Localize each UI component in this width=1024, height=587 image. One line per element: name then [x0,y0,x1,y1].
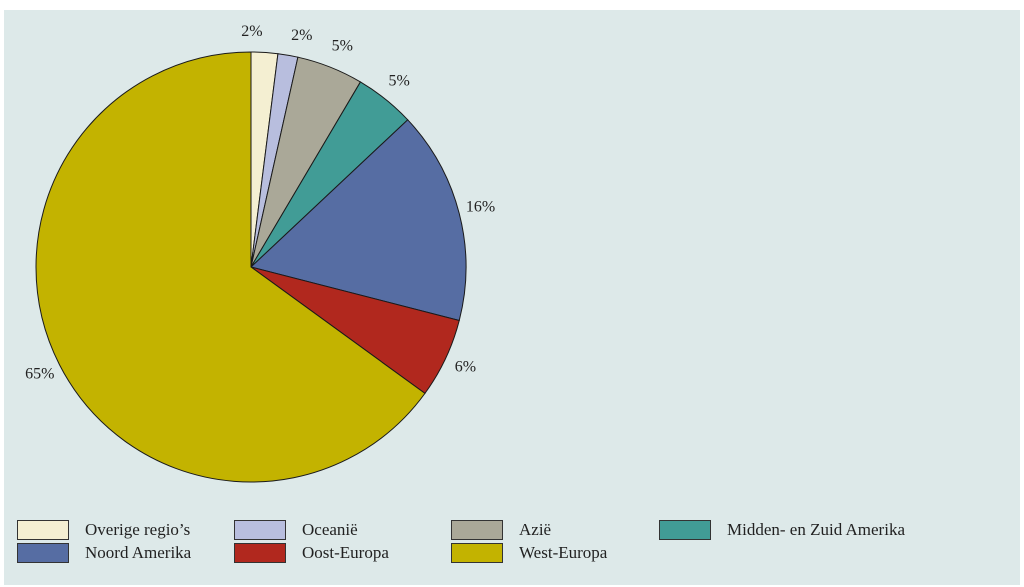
pie-slice-7 [35,51,426,483]
slice-data-label: 5% [389,73,410,90]
pie-slice-5 [249,119,467,322]
slice-data-label: 2% [241,23,262,40]
chart-panel: 2% 2% 5% 5% 16% 6% 65% Overige regio’s Oceanië A… [4,10,1020,585]
slice-data-label: 16% [466,199,495,216]
pie-chart: 2% 2% 5% 5% 16% 6% 65% [25,23,495,483]
slice-data-label: 6% [455,359,476,376]
slice-data-label: 5% [332,37,353,54]
title-strip [0,0,1024,10]
slice-data-label: 65% [25,365,54,382]
slice-data-label: 2% [291,27,312,44]
